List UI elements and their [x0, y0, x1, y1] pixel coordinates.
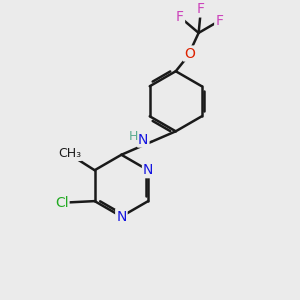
Text: CH₃: CH₃ [58, 147, 81, 161]
Text: Cl: Cl [55, 196, 69, 209]
Text: N: N [143, 163, 153, 177]
Text: F: F [176, 10, 184, 24]
Text: F: F [215, 14, 223, 28]
Text: F: F [197, 2, 205, 16]
Text: N: N [138, 133, 148, 147]
Text: N: N [116, 210, 127, 224]
Text: O: O [184, 46, 195, 61]
Text: H: H [129, 130, 138, 143]
